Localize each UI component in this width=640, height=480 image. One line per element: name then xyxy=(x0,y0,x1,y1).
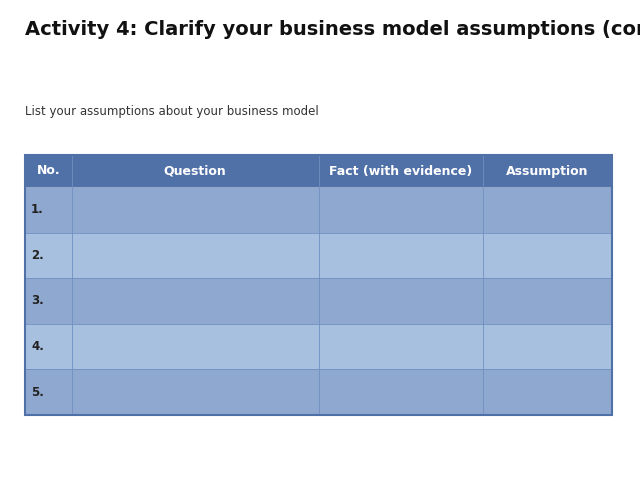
Text: List your assumptions about your business model: List your assumptions about your busines… xyxy=(25,105,319,118)
Text: Assumption: Assumption xyxy=(506,165,589,178)
Text: Fact (with evidence): Fact (with evidence) xyxy=(329,165,472,178)
Text: 1.: 1. xyxy=(31,204,44,216)
Text: 3.: 3. xyxy=(31,295,44,308)
Text: Activity 4: Clarify your business model assumptions (cont’d): Activity 4: Clarify your business model … xyxy=(25,20,640,39)
Text: 4.: 4. xyxy=(31,340,44,353)
Text: Question: Question xyxy=(164,165,227,178)
Text: 5.: 5. xyxy=(31,386,44,399)
Text: 2.: 2. xyxy=(31,249,44,262)
Text: No.: No. xyxy=(36,165,60,178)
